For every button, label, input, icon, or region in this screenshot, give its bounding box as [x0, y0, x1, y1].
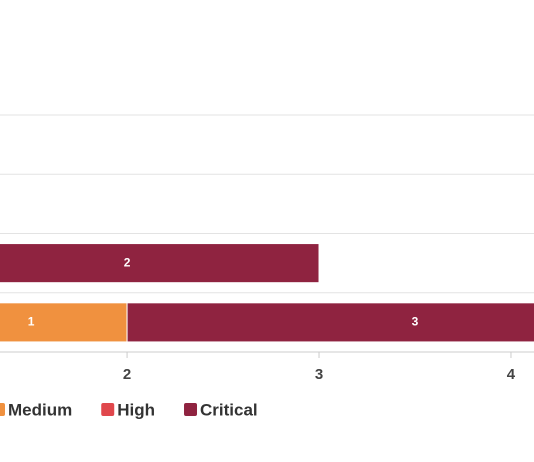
- x-tick-label: 4: [507, 366, 516, 383]
- value-label: 2: [124, 255, 131, 269]
- legend-label: High: [117, 400, 155, 419]
- legend-label: Medium: [8, 400, 72, 419]
- legend-label: Critical: [200, 400, 258, 419]
- legend-swatch: [101, 403, 115, 416]
- bar-segment: [0, 302, 128, 343]
- bar-segment: [126, 302, 534, 343]
- value-label: 1: [28, 315, 35, 329]
- x-tick-label: 3: [315, 366, 323, 383]
- legend-swatch: [184, 403, 198, 416]
- x-tick-label: 2: [123, 366, 131, 383]
- legend-swatch: [0, 403, 5, 416]
- bar-segment: [0, 243, 320, 284]
- value-label: 3: [412, 315, 419, 329]
